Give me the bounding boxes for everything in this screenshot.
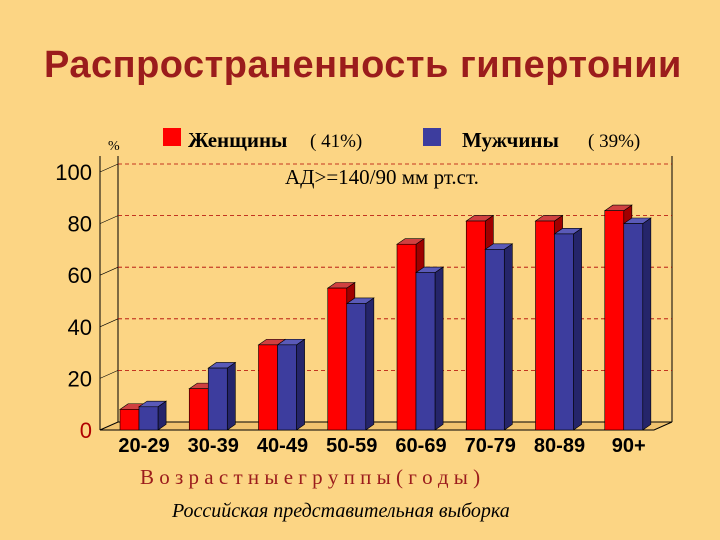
- x-tick-label: 60-69: [395, 435, 446, 457]
- legend-women-label: Женщины: [188, 128, 287, 152]
- bar-front: [207, 367, 228, 431]
- x-tick-label: 70-79: [465, 435, 516, 457]
- unit-label: %: [108, 139, 120, 154]
- bar-front: [346, 303, 367, 431]
- bar-front: [484, 249, 505, 431]
- bar-front: [396, 243, 417, 431]
- y-tick-label: 100: [55, 160, 92, 185]
- legend-women-value: ( 41%): [310, 131, 362, 152]
- bar-front: [465, 220, 486, 431]
- grid-line-side: [99, 215, 119, 224]
- bar-men-20-29: [138, 400, 168, 431]
- legend-men-value: ( 39%): [588, 131, 640, 152]
- bar-front: [188, 388, 209, 431]
- grid-line-side: [99, 163, 119, 173]
- x-tick-label: 30-39: [188, 435, 239, 457]
- bar-front: [554, 233, 574, 431]
- x-axis-label: В о з р а с т н ы е г р у п п ы ( г о д …: [140, 465, 480, 489]
- bar-group: [119, 204, 652, 431]
- y-tick-label: 20: [68, 366, 92, 391]
- y-tick-label: 0: [80, 418, 92, 443]
- grid-lines: [99, 163, 672, 379]
- y-tick-labels: 0 20 40 60 80 100: [55, 160, 92, 443]
- bar-side: [642, 217, 652, 431]
- x-tick-label: 20-29: [118, 435, 169, 457]
- footnote: Российская представительная выборка: [171, 500, 510, 522]
- bar-front: [415, 272, 436, 431]
- grid-line-side: [99, 370, 119, 379]
- bar-front: [258, 344, 278, 431]
- bar-front: [623, 223, 644, 431]
- bar-side: [365, 297, 375, 431]
- bar-side: [434, 266, 444, 431]
- x-tick-label: 80-89: [534, 435, 585, 457]
- bar-men-60-69: [415, 266, 445, 431]
- y-tick-label: 40: [68, 315, 92, 340]
- bar-side: [226, 361, 236, 431]
- y-tick-label: 80: [68, 212, 92, 237]
- bar-front: [277, 344, 297, 431]
- bar-front: [604, 210, 625, 431]
- bar-side: [296, 338, 305, 431]
- bar-side: [503, 243, 513, 431]
- x-tick-label: 40-49: [257, 435, 308, 457]
- bar-front: [327, 287, 348, 431]
- bar-front: [138, 406, 159, 431]
- bar-men-30-39: [207, 361, 237, 431]
- bar-front: [119, 409, 140, 431]
- bar-men-40-49: [276, 338, 306, 431]
- bar-men-90+: [622, 217, 652, 431]
- grid-line-side: [99, 266, 119, 276]
- x-tick-label: 90+: [612, 435, 646, 457]
- bar-men-70-79: [484, 243, 514, 431]
- y-tick-label: 60: [68, 263, 92, 288]
- bar-front: [535, 220, 555, 431]
- x-tick-labels: 20-29 30-39 40-49 50-59 60-69 70-79 80-89 90+: [118, 435, 645, 457]
- legend-swatch-women: [163, 128, 181, 146]
- plot-floor: [99, 421, 673, 431]
- legend-men-label: Мужчины: [462, 128, 559, 152]
- legend-swatch-men: [423, 128, 441, 146]
- bar-men-50-59: [345, 297, 375, 431]
- bar-men-80-89: [553, 227, 583, 431]
- x-tick-label: 50-59: [326, 435, 377, 457]
- chart-title: Распространенность гипертонии: [44, 44, 682, 86]
- bar-side: [573, 227, 582, 431]
- chart-subtitle: АД>=140/90 мм рт.ст.: [285, 165, 479, 189]
- grid-line-side: [99, 318, 119, 328]
